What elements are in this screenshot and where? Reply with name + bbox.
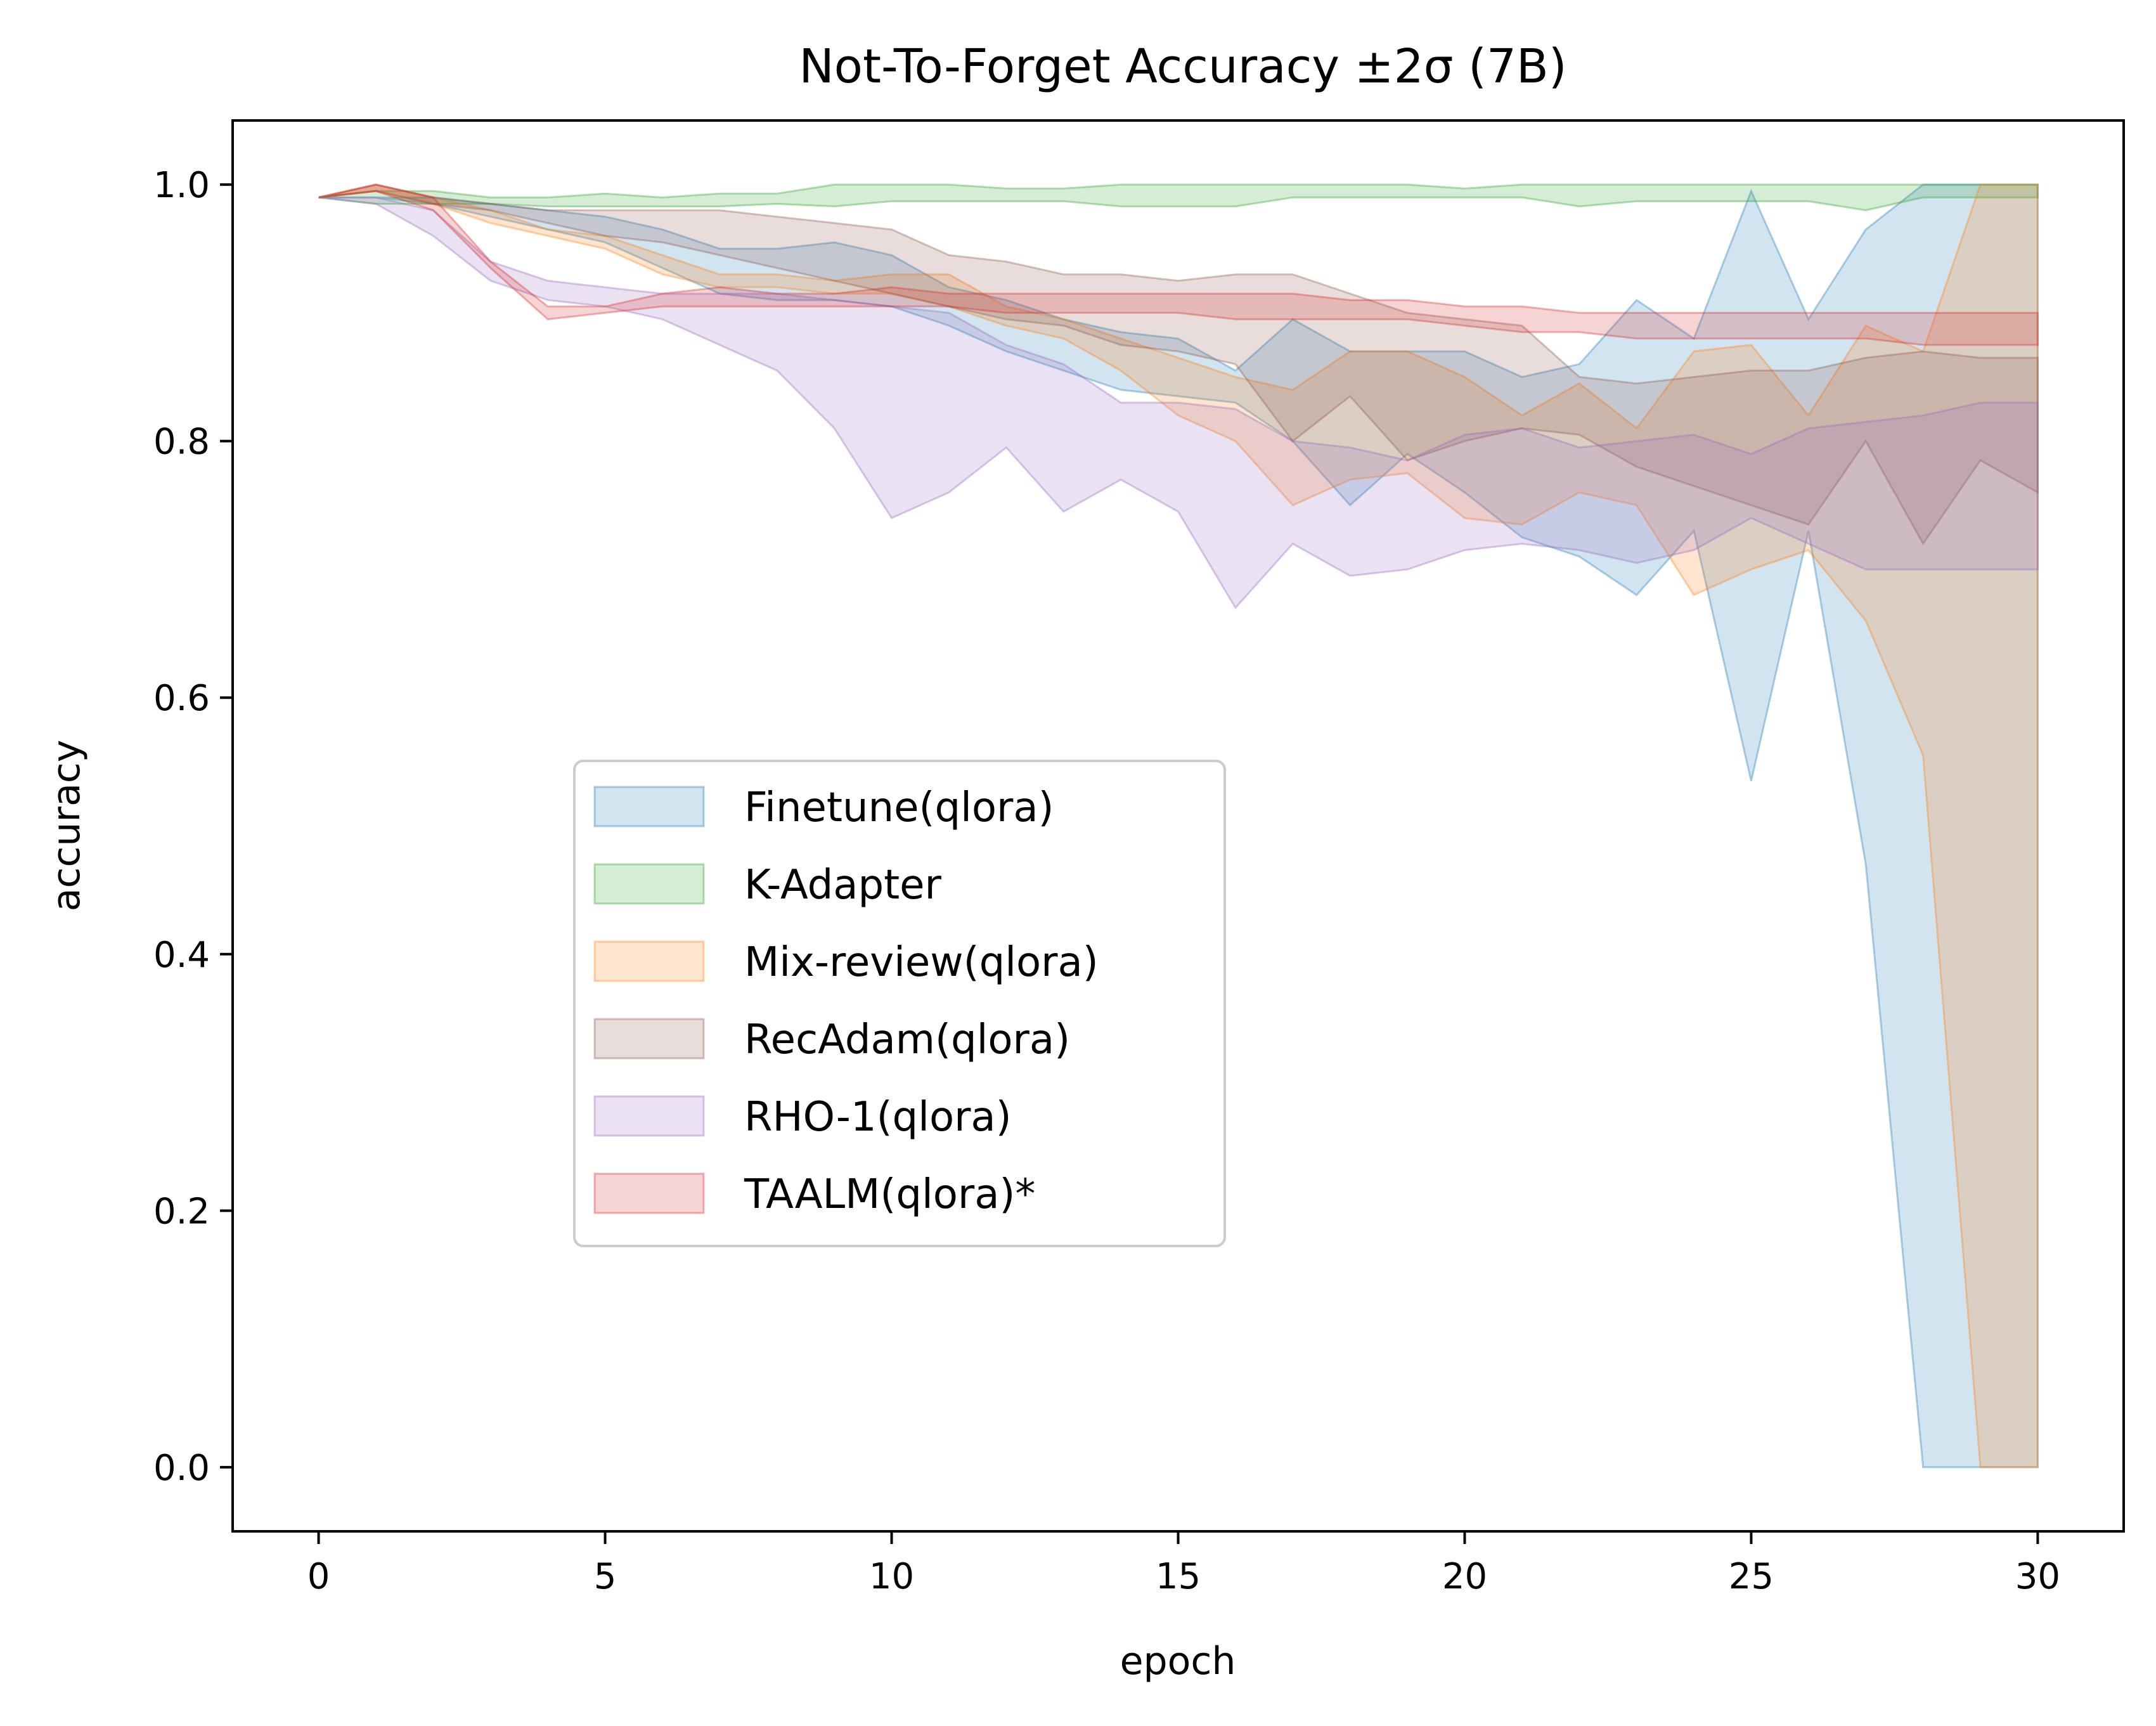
- legend-swatch-taalm-qlora: [593, 1172, 705, 1214]
- band-k-adapter: [318, 183, 2039, 212]
- y-tick-label: 0.2: [153, 1191, 210, 1232]
- y-tick-label: 0.6: [153, 678, 210, 719]
- chart-title: Not-To-Forget Accuracy ±2σ (7B): [799, 39, 1566, 94]
- y-tick-label: 0.4: [153, 935, 210, 976]
- legend-swatch-mix-review-qlora: [593, 940, 705, 982]
- legend-label-k-adapter: K-Adapter: [744, 862, 942, 909]
- x-tick-label: 15: [1156, 1556, 1201, 1597]
- y-tick-label: 1.0: [153, 165, 210, 206]
- y-axis: 0.0 0.2 0.4 0.6 0.8 1.0: [153, 165, 233, 1489]
- y-tick-label: 0.0: [153, 1448, 210, 1489]
- x-tick-label: 5: [594, 1556, 617, 1597]
- series-bands: [318, 183, 2039, 1469]
- y-tick-label: 0.8: [153, 422, 210, 463]
- legend-label-taalm-qlora: TAALM(qlora)*: [744, 1171, 1035, 1218]
- band-mix-review-qlora: [318, 183, 2039, 1469]
- band-taalm-qlora: [318, 183, 2039, 346]
- legend: Finetune(qlora) K-Adapter Mix-review(qlora…: [573, 760, 1226, 1247]
- x-tick-label: 30: [2015, 1556, 2060, 1597]
- x-tick-label: 10: [869, 1556, 914, 1597]
- legend-swatch-finetune-qlora: [593, 786, 705, 827]
- y-axis-label: accuracy: [44, 740, 89, 912]
- band-rho-1-qlora: [318, 196, 2039, 610]
- legend-label-rho-1-qlora: RHO-1(qlora): [744, 1094, 1012, 1141]
- band-finetune-qlora: [318, 183, 2039, 1469]
- x-tick-label: 20: [1442, 1556, 1487, 1597]
- legend-label-recadam-qlora: RecAdam(qlora): [744, 1016, 1070, 1063]
- legend-swatch-k-adapter: [593, 863, 705, 905]
- x-tick-label: 25: [1729, 1556, 1774, 1597]
- legend-swatch-recadam-qlora: [593, 1018, 705, 1060]
- legend-swatch-rho-1-qlora: [593, 1095, 705, 1137]
- x-axis-label: epoch: [1120, 1639, 1236, 1684]
- legend-frame: [573, 760, 1226, 1247]
- x-tick-label: 0: [307, 1556, 330, 1597]
- legend-label-finetune-qlora: Finetune(qlora): [744, 784, 1054, 831]
- x-axis: 0 5 10 15 20 25 30: [307, 1531, 2060, 1597]
- band-recadam-qlora: [318, 183, 2039, 546]
- legend-label-mix-review-qlora: Mix-review(qlora): [744, 939, 1099, 986]
